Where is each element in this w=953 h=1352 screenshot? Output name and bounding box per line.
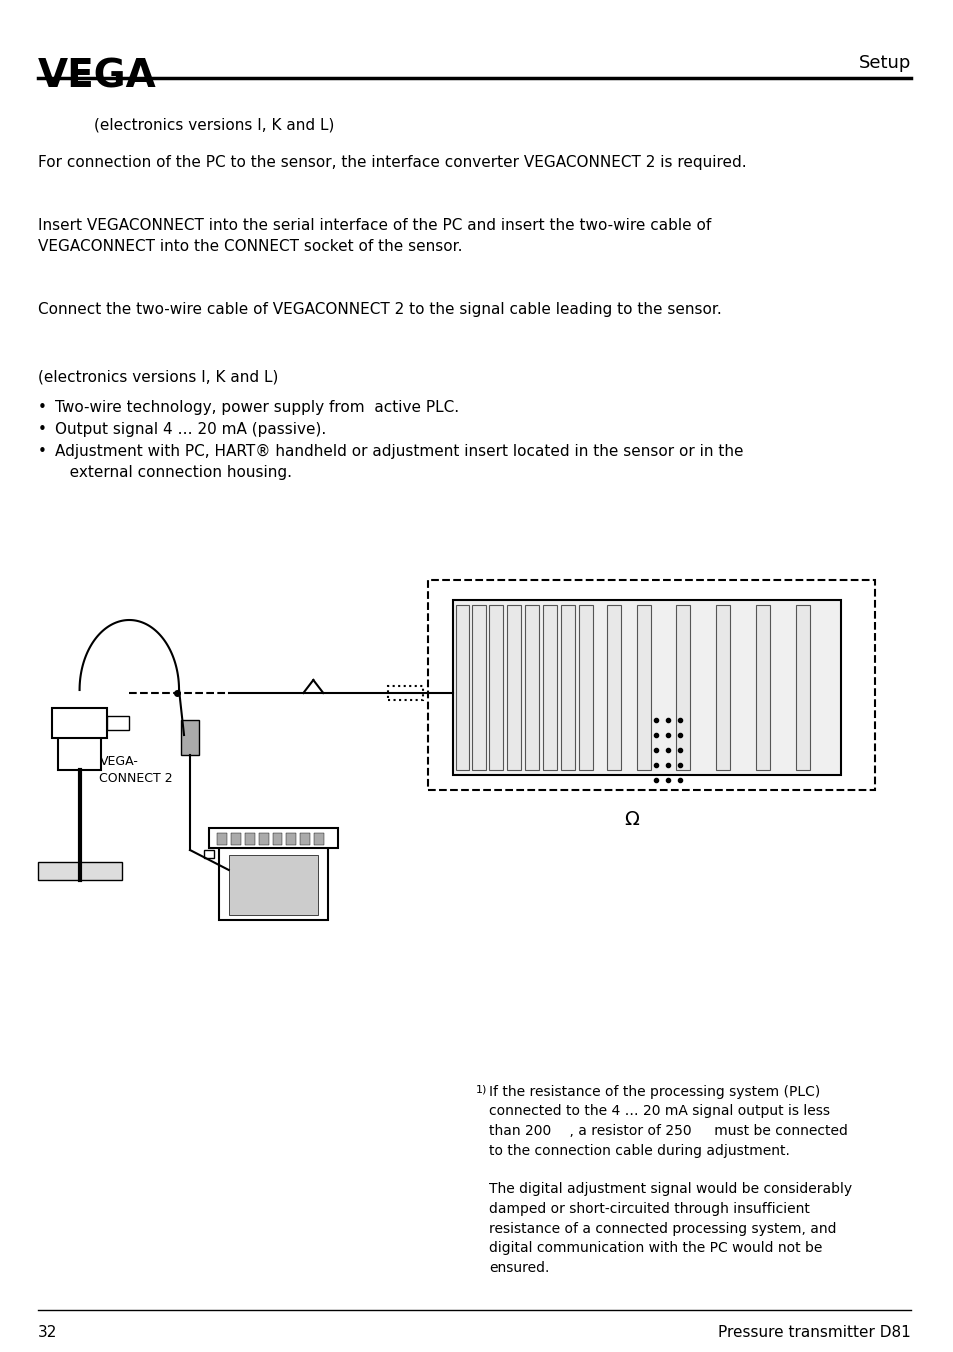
Bar — [507, 604, 520, 771]
Bar — [273, 833, 282, 845]
Bar — [578, 604, 592, 771]
Bar — [560, 604, 575, 771]
Bar — [716, 604, 729, 771]
Bar — [636, 604, 650, 771]
Text: 1): 1) — [475, 1086, 486, 1095]
Text: •: • — [38, 422, 47, 437]
Text: Insert VEGACONNECT into the serial interface of the PC and insert the two-wire c: Insert VEGACONNECT into the serial inter… — [38, 218, 710, 254]
Bar — [209, 827, 337, 848]
Bar — [606, 604, 620, 771]
Bar — [244, 833, 254, 845]
Text: VEGA: VEGA — [38, 58, 156, 96]
Bar — [229, 854, 318, 915]
Bar — [300, 833, 310, 845]
Bar — [181, 721, 199, 754]
Bar — [489, 604, 503, 771]
Text: •: • — [38, 443, 47, 458]
Text: Ω: Ω — [623, 810, 639, 829]
Bar — [314, 833, 324, 845]
Text: 32: 32 — [38, 1325, 57, 1340]
Bar — [38, 863, 122, 880]
Text: Pressure transmitter D81: Pressure transmitter D81 — [718, 1325, 910, 1340]
Bar — [216, 833, 227, 845]
Bar — [452, 600, 840, 775]
Text: VEGA-
CONNECT 2: VEGA- CONNECT 2 — [99, 754, 172, 786]
Bar — [525, 604, 538, 771]
Text: Two-wire technology, power supply from  active PLC.: Two-wire technology, power supply from a… — [54, 400, 458, 415]
Bar — [57, 735, 101, 771]
Text: Adjustment with PC, HART® handheld or adjustment insert located in the sensor or: Adjustment with PC, HART® handheld or ad… — [54, 443, 742, 480]
Text: •: • — [38, 400, 47, 415]
Text: If the resistance of the processing system (PLC)
connected to the 4 … 20 mA sign: If the resistance of the processing syst… — [489, 1086, 852, 1275]
Bar — [51, 708, 108, 738]
Bar — [795, 604, 809, 771]
Text: For connection of the PC to the sensor, the interface converter VEGACONNECT 2 is: For connection of the PC to the sensor, … — [38, 155, 745, 170]
Text: Output signal 4 … 20 mA (passive).: Output signal 4 … 20 mA (passive). — [54, 422, 326, 437]
Bar — [108, 717, 130, 730]
Bar — [427, 580, 875, 790]
Text: (electronics versions I, K and L): (electronics versions I, K and L) — [94, 118, 335, 132]
Bar — [258, 833, 269, 845]
Bar — [204, 850, 213, 859]
Text: Connect the two-wire cable of VEGACONNECT 2 to the signal cable leading to the s: Connect the two-wire cable of VEGACONNEC… — [38, 301, 720, 316]
Text: (electronics versions I, K and L): (electronics versions I, K and L) — [38, 370, 278, 385]
Bar — [231, 833, 240, 845]
Bar — [755, 604, 769, 771]
Bar — [286, 833, 296, 845]
Text: Setup: Setup — [858, 54, 910, 72]
Bar — [388, 685, 422, 700]
Bar — [218, 845, 328, 919]
Bar — [542, 604, 557, 771]
Bar — [456, 604, 469, 771]
Bar — [676, 604, 690, 771]
Bar — [472, 604, 486, 771]
